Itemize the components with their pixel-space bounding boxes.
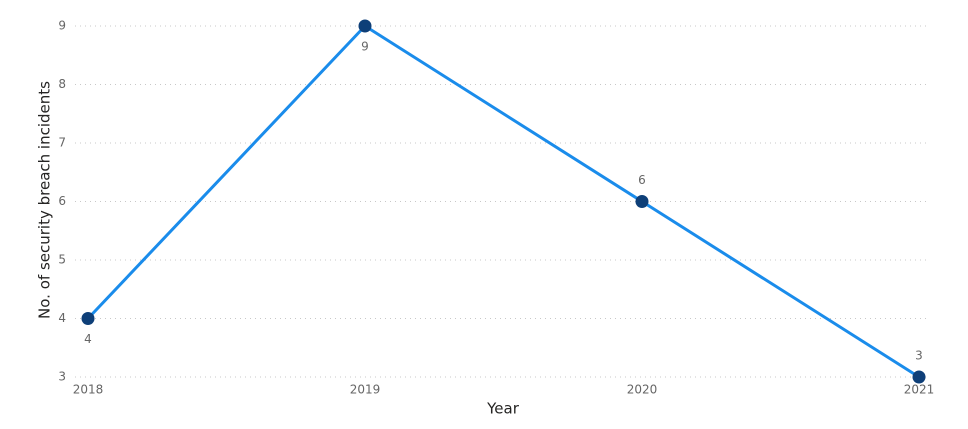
marker bbox=[635, 195, 649, 208]
y-tick-label: 8 bbox=[58, 77, 66, 91]
line bbox=[86, 24, 920, 379]
data-label: 4 bbox=[84, 332, 92, 346]
y-axis-title: No. of security breach incidents bbox=[36, 81, 54, 319]
data-label: 9 bbox=[361, 40, 369, 54]
x-axis-title: Year bbox=[486, 400, 520, 418]
x-tick-label: 2018 bbox=[73, 383, 104, 397]
x-tick-label: 2021 bbox=[904, 383, 935, 397]
x-tick-label: 2020 bbox=[627, 383, 658, 397]
data-label: 6 bbox=[638, 173, 646, 187]
y-tick-label: 4 bbox=[58, 311, 66, 325]
y-tick-label: 5 bbox=[58, 253, 66, 267]
marker bbox=[81, 312, 95, 325]
marker bbox=[358, 19, 372, 33]
y-tick-label: 9 bbox=[58, 19, 66, 33]
y-tick-label: 6 bbox=[58, 194, 66, 208]
y-tick-label: 7 bbox=[58, 136, 66, 150]
marker bbox=[912, 370, 926, 384]
x-tick-label: 2019 bbox=[350, 383, 381, 397]
y-tick-label: 3 bbox=[58, 370, 66, 384]
data-label: 3 bbox=[915, 349, 923, 363]
